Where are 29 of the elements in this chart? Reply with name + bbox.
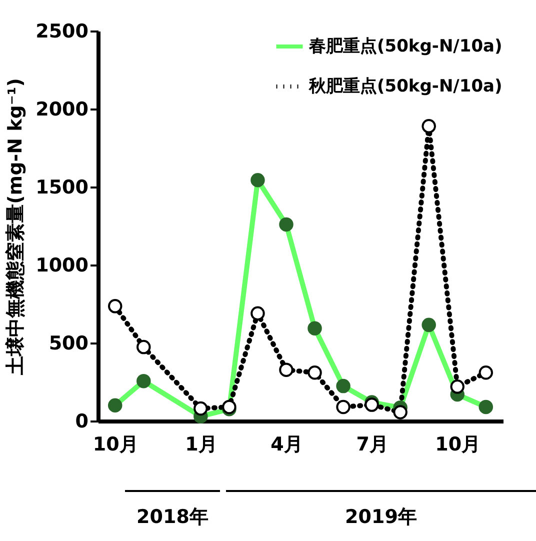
point [222,400,236,414]
x-tick-label: 10月 [92,434,138,456]
legend-label: 秋肥重点(50kg-N/10a) [308,76,502,96]
point [393,405,408,420]
point [450,380,464,394]
y-tick-label: 1500 [36,176,88,198]
point [136,340,151,354]
point [336,400,350,414]
point [478,366,494,380]
x-tick-label: 4月 [270,434,303,456]
x-tick-label: 7月 [356,434,388,456]
y-tick-label: 2000 [36,98,88,120]
point [308,366,322,380]
y-axis-title: 土壌中無機態窒素量(mg-N kg⁻¹) [4,78,27,376]
point [279,362,294,377]
point [364,398,379,412]
point [194,401,208,416]
x-tick-label: 10月 [435,434,481,456]
x-tick-label: 1月 [185,434,218,456]
point [108,299,122,314]
y-tick-label: 0 [75,410,88,432]
text: 2018年 [125,490,220,530]
y-tick-label: 500 [48,332,88,354]
y-tick-label: 2500 [36,20,88,42]
text: 2019年 [226,490,536,530]
y-tick-label: 1000 [36,254,88,276]
point [422,119,436,134]
point [250,306,265,320]
legend-label: 春肥重点(50kg-N/10a) [308,36,502,56]
